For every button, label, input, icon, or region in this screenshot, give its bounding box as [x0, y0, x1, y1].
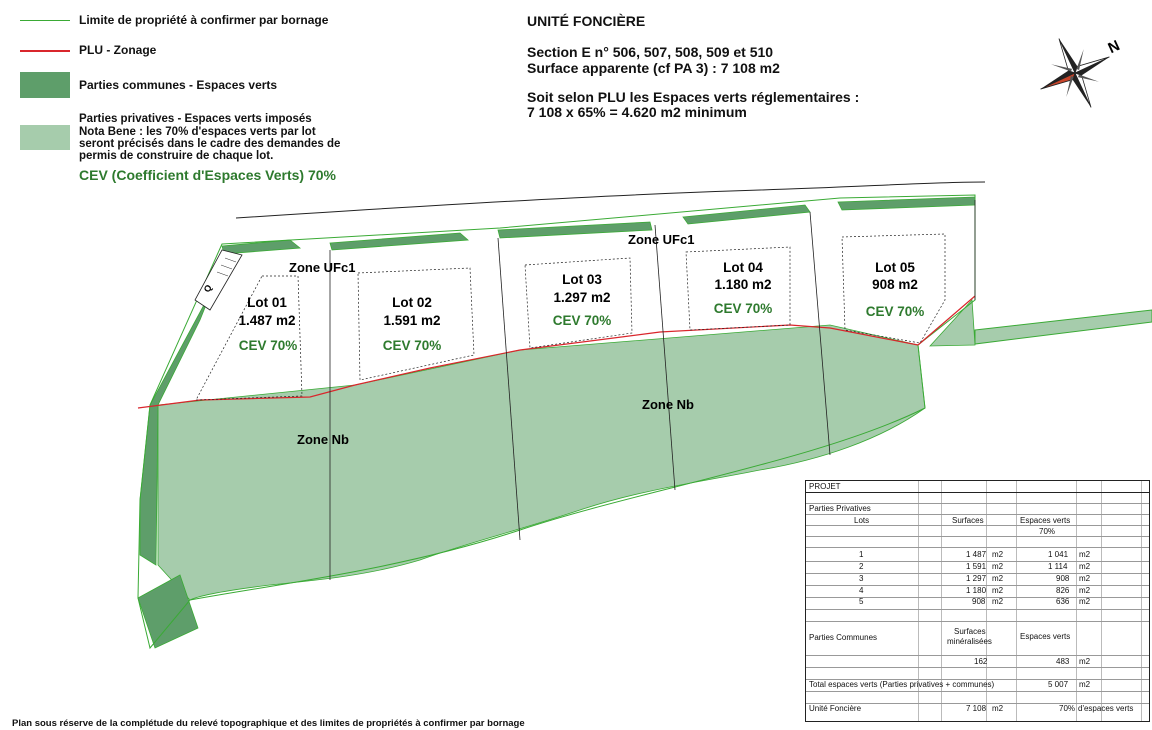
table-common-col-surfaces-2: minéralisées	[947, 637, 992, 646]
lot02-name: Lot 02	[392, 295, 432, 310]
lot05-envelope	[841, 233, 946, 344]
table-col-surfaces: Surfaces	[952, 516, 984, 525]
table-uf-pct: 70%	[1059, 704, 1076, 713]
lot03-name: Lot 03	[562, 272, 602, 287]
lot02-cev: CEV 70%	[383, 338, 442, 353]
legend-swatch-private-green	[20, 125, 70, 150]
lot01-name: Lot 01	[247, 295, 287, 310]
header-surface: Surface apparente (cf PA 3) : 7 108 m2	[527, 60, 780, 76]
legend-label-property-limit: Limite de propriété à confirmer par born…	[79, 13, 329, 27]
zone-label-nb-left: Zone Nb	[297, 432, 349, 447]
table-common-col-green: Espaces verts	[1020, 632, 1071, 641]
lot-boundary-4-5	[809, 211, 831, 456]
zone-nb-green-area	[157, 324, 926, 601]
legend-note-line-2: seront précisés dans le cadre des demand…	[79, 138, 341, 150]
table-col-green-pct: 70%	[1039, 527, 1056, 536]
legend-note-line-1: Nota Bene : les 70% d'espaces verts par …	[79, 126, 316, 138]
zone-label-ufc1-left: Zone UFc1	[289, 260, 355, 275]
table-common-surface: 162	[974, 657, 988, 666]
lot05-cev: CEV 70%	[866, 304, 925, 319]
table-title: PROJET	[809, 482, 841, 491]
table-uf-pct-label: d'espaces verts	[1078, 704, 1134, 713]
table-uf-label: Unité Foncière	[809, 704, 862, 713]
common-green-block-bottom	[137, 574, 199, 649]
lot02-area: 1.591 m2	[383, 313, 440, 328]
lot03-cev: CEV 70%	[553, 313, 612, 328]
lot03-area: 1.297 m2	[553, 290, 610, 305]
project-table: PROJET Parties Privatives Lots Surfaces …	[805, 480, 1150, 722]
lot04-cev: CEV 70%	[714, 301, 773, 316]
lot04-area: 1.180 m2	[714, 277, 771, 292]
header-title: UNITÉ FONCIÈRE	[527, 13, 646, 29]
legend-swatch-property-limit	[20, 20, 70, 21]
compass-rose-icon: N	[1040, 37, 1123, 108]
footer-note: Plan sous réserve de la complétude du re…	[12, 718, 525, 729]
table-total-value: 5 007	[1048, 680, 1069, 689]
lot-boundary-2-3	[497, 237, 521, 541]
legend-label-common-green: Parties communes - Espaces verts	[79, 78, 278, 92]
table-col-lots: Lots	[854, 516, 870, 525]
lot04-name: Lot 04	[723, 260, 763, 275]
legend-label-private-green: Parties privatives - Espaces verts impos…	[79, 113, 312, 125]
zone-label-nb-right: Zone Nb	[642, 397, 694, 412]
table-total-label: Total espaces verts (Parties privatives …	[809, 680, 995, 689]
legend-swatch-plu-zoning	[20, 50, 70, 52]
zone-label-ufc1-right: Zone UFc1	[628, 232, 694, 247]
header-section: Section E n° 506, 507, 508, 509 et 510	[527, 44, 774, 60]
lot-boundary-3-4	[654, 224, 676, 491]
table-common-col-surfaces-1: Surfaces	[954, 627, 986, 636]
hatched-corner-mark: Q	[202, 283, 214, 294]
table-common-green: 483	[1056, 657, 1070, 666]
lot04-envelope	[685, 246, 791, 331]
table-common-title: Parties Communes	[809, 633, 878, 642]
header-rule-line-2: 7 108 x 65% = 4.620 m2 minimum	[527, 104, 747, 120]
table-private-title: Parties Privatives	[809, 504, 871, 513]
header-rule-line-1: Soit selon PLU les Espaces verts régleme…	[527, 89, 860, 105]
table-col-green: Espaces verts	[1020, 516, 1071, 525]
property-limit-outline	[137, 194, 976, 650]
road-edge-line	[235, 181, 986, 219]
legend-swatch-common-green	[20, 72, 70, 98]
hatched-corner-parcel	[194, 249, 243, 311]
lot05-name: Lot 05	[875, 260, 915, 275]
common-green-strip-right	[974, 309, 1152, 345]
lot01-envelope	[195, 275, 303, 401]
legend-note-line-3: permis de construire de chaque lot.	[79, 150, 274, 162]
plu-zoning-line	[137, 324, 919, 409]
lot01-cev: CEV 70%	[239, 338, 298, 353]
lot03-envelope	[524, 257, 633, 349]
lot05-green-corner	[929, 299, 976, 347]
lot01-area: 1.487 m2	[238, 313, 295, 328]
lot05-area: 908 m2	[872, 277, 918, 292]
legend-label-plu-zoning: PLU - Zonage	[79, 43, 157, 57]
table-uf-value: 7 108	[966, 704, 987, 713]
legend-cev-summary: CEV (Coefficient d'Espaces Verts) 70%	[79, 167, 336, 183]
